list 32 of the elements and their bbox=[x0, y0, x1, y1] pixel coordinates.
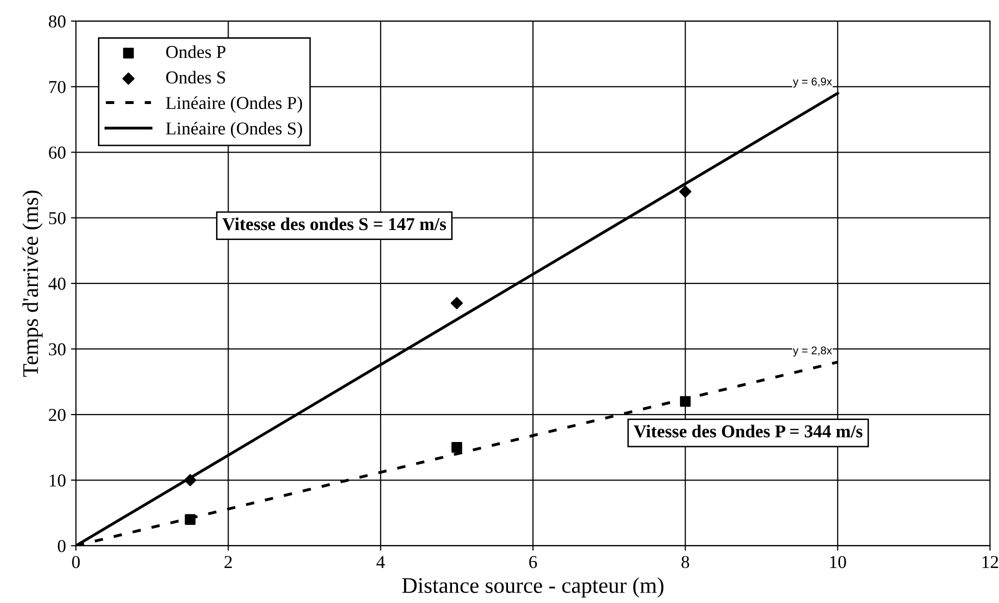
annotation: y = 2,8x bbox=[792, 346, 832, 357]
point bbox=[450, 297, 463, 310]
y-tick-label: 50 bbox=[49, 212, 66, 224]
annotation: Vitesse des Ondes P = 344 m/s bbox=[634, 424, 862, 438]
x-axis-title: Distance source - capteur (m) bbox=[402, 577, 664, 598]
annotation: Vitesse des ondes S = 147 m/s bbox=[222, 218, 446, 230]
legend-label: Linéaire (Ondes S) bbox=[166, 122, 302, 138]
y-tick-label: 0 bbox=[58, 540, 66, 552]
point bbox=[451, 442, 462, 453]
y-tick-label: 30 bbox=[49, 343, 66, 356]
y-tick-label: 40 bbox=[48, 278, 66, 290]
y-tick-label: 60 bbox=[48, 146, 66, 159]
y-axis-title: Temps d'arrivée (ms) bbox=[22, 190, 43, 377]
x-tick-label: 12 bbox=[982, 556, 998, 568]
point bbox=[679, 186, 692, 198]
point bbox=[680, 396, 691, 407]
x-tick-label: 0 bbox=[72, 556, 80, 568]
legend-label: Ondes P bbox=[166, 45, 226, 58]
legend-label: Linéaire (Ondes P) bbox=[166, 96, 302, 113]
x-tick-label: 10 bbox=[830, 556, 846, 568]
point bbox=[184, 474, 196, 486]
x-tick-label: 6 bbox=[529, 556, 537, 568]
point bbox=[184, 514, 196, 525]
y-tick-label: 10 bbox=[50, 474, 66, 487]
y-tick-label: 70 bbox=[49, 80, 66, 94]
x-tick-label: 2 bbox=[224, 556, 232, 568]
x-tick-label: 4 bbox=[376, 556, 385, 568]
x-tick-label: 8 bbox=[681, 556, 690, 568]
y-tick-label: 80 bbox=[48, 15, 66, 28]
y-tick-label: 20 bbox=[48, 408, 66, 422]
legend-label: Ondes S bbox=[166, 70, 226, 84]
annotation: y = 6,9x bbox=[792, 78, 832, 88]
